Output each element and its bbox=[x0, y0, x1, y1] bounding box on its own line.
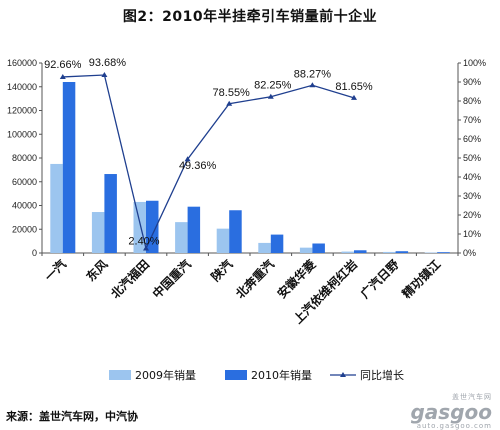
watermark-line1: 盖世汽车网 bbox=[452, 393, 492, 401]
growth-point bbox=[226, 100, 233, 106]
growth-line bbox=[62, 74, 355, 251]
bar-2009 bbox=[50, 163, 63, 253]
category-label: 精功镇江 bbox=[399, 257, 444, 302]
growth-point bbox=[101, 72, 108, 78]
bar-2010 bbox=[270, 234, 284, 253]
right-tick-label: 10% bbox=[463, 229, 481, 239]
growth-data-label: 2.40% bbox=[128, 235, 159, 247]
legend-swatch-2010 bbox=[225, 370, 247, 380]
left-tick-label: 20000 bbox=[12, 224, 37, 234]
bar-2009 bbox=[216, 228, 230, 253]
legend-marker-growth bbox=[340, 372, 346, 377]
growth-point bbox=[351, 94, 357, 100]
growth-data-label: 88.27% bbox=[294, 68, 332, 80]
chart-title: 图2：2010年半挂牵引车销量前十企业 bbox=[122, 9, 378, 25]
left-tick-label: 100000 bbox=[7, 129, 37, 139]
growth-data-label: 92.66% bbox=[44, 59, 82, 71]
bar-2010 bbox=[354, 250, 367, 253]
category-label: 陕汽 bbox=[208, 257, 236, 285]
right-tick-label: 0% bbox=[463, 248, 476, 258]
legend-label-2010: 2010年销量 bbox=[251, 368, 312, 382]
legend-label-growth: 同比增长 bbox=[360, 368, 404, 382]
growth-data-label: 49.36% bbox=[179, 160, 217, 172]
left-tick-label: 80000 bbox=[12, 153, 37, 163]
right-tick-label: 80% bbox=[463, 96, 481, 106]
bar-2009 bbox=[133, 201, 146, 253]
growth-line-group: 92.66% 93.68% 2.40% 49.36% 78.55%82.25%88.27… bbox=[44, 57, 373, 251]
category-label: 北汽福田 bbox=[108, 257, 153, 302]
growth-data-label: 81.65% bbox=[335, 81, 373, 93]
right-tick-label: 50% bbox=[463, 153, 481, 163]
right-tick-label: 60% bbox=[463, 134, 481, 144]
right-tick-label: 40% bbox=[463, 172, 481, 182]
left-tick-label: 0 bbox=[32, 248, 37, 258]
growth-data-label: 82.25% bbox=[254, 80, 292, 92]
right-tick-label: 20% bbox=[463, 210, 481, 220]
bar-2010 bbox=[437, 252, 450, 253]
right-tick-label: 90% bbox=[463, 77, 481, 87]
growth-point bbox=[184, 156, 191, 162]
left-tick-label: 60000 bbox=[12, 177, 37, 187]
bar-2010 bbox=[229, 210, 242, 253]
bars bbox=[50, 82, 450, 253]
growth-data-label: 78.55% bbox=[213, 87, 251, 99]
growth-data-label: 93.68% bbox=[89, 57, 127, 69]
legend-label-2009: 2009年销量 bbox=[135, 368, 196, 382]
bar-2010 bbox=[187, 206, 201, 253]
category-label: 广汽日野 bbox=[357, 257, 402, 302]
bar-2009 bbox=[299, 247, 313, 253]
bar-2010 bbox=[312, 243, 325, 253]
bar-2010 bbox=[62, 82, 76, 253]
category-label: 东风 bbox=[83, 257, 111, 285]
bar-2009 bbox=[383, 251, 396, 253]
left-tick-label: 160000 bbox=[7, 58, 37, 68]
growth-point bbox=[59, 73, 66, 79]
growth-point bbox=[267, 93, 274, 99]
watermark-brand: gasgoo bbox=[410, 400, 492, 424]
right-tick-label: 30% bbox=[463, 191, 481, 201]
category-label: 一汽 bbox=[41, 257, 69, 285]
bar-2009 bbox=[341, 251, 354, 253]
bar-2009 bbox=[91, 212, 105, 253]
right-tick-label: 70% bbox=[463, 115, 481, 125]
bar-2010 bbox=[146, 200, 159, 253]
category-label: 中国重汽 bbox=[149, 257, 194, 302]
watermark-line2: auto.gasgoo.com bbox=[416, 422, 492, 430]
category-label: 北奔重汽 bbox=[232, 257, 277, 302]
right-tick-label: 100% bbox=[463, 58, 486, 68]
left-tick-label: 140000 bbox=[7, 82, 37, 92]
left-tick-label: 120000 bbox=[7, 106, 37, 116]
growth-point bbox=[143, 245, 149, 251]
watermark-logo: 盖世汽车网 gasgoo auto.gasgoo.com bbox=[410, 392, 492, 430]
source-note: 来源：盖世汽车网，中汽协 bbox=[6, 410, 138, 423]
legend: 2009年销量 2010年销量 同比增长 bbox=[109, 368, 404, 382]
growth-point bbox=[309, 82, 316, 88]
legend-swatch-2009 bbox=[109, 370, 131, 380]
bar-2009 bbox=[175, 222, 188, 253]
bar-2010 bbox=[104, 174, 117, 253]
bar-2009 bbox=[258, 242, 271, 253]
bar-2010 bbox=[395, 251, 409, 253]
left-tick-label: 40000 bbox=[12, 201, 37, 211]
